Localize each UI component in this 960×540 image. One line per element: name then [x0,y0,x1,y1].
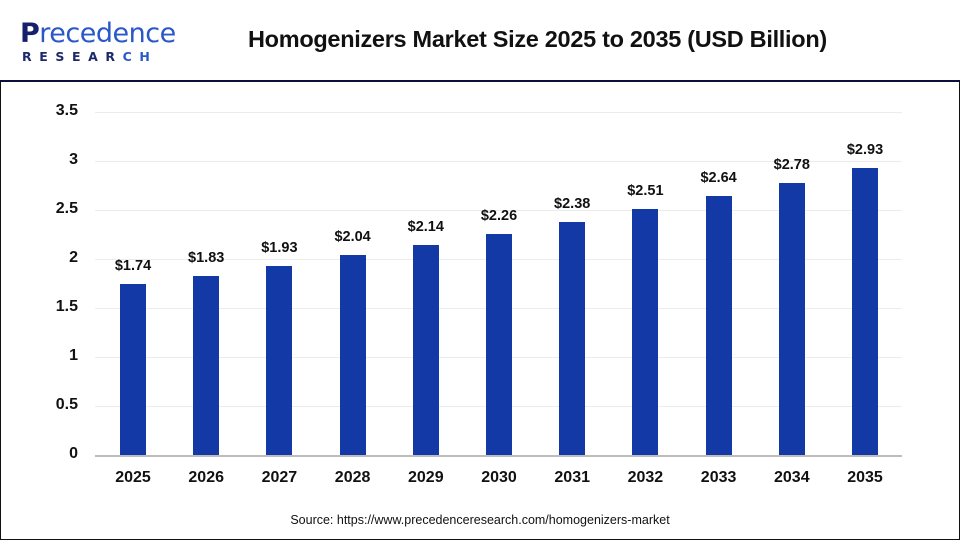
logo-subtitle: RESEARCH [22,49,157,64]
y-axis-tick-label: 0.5 [55,396,78,413]
logo-wordmark-rest: recedence [39,18,176,49]
x-axis-tick-label: 2031 [554,469,590,486]
bar-value-label: $1.93 [261,239,298,256]
logo-subtitle-accent: CH [122,49,158,64]
y-axis-tick-label: 3.5 [55,102,78,119]
x-axis-tick-label: 2035 [847,469,883,486]
bar-value-label: $2.51 [627,183,664,200]
x-axis-tick-label: 2034 [774,469,810,486]
y-axis-tick-label: 1.5 [55,298,78,315]
bar-value-label: $2.64 [700,170,737,187]
bar-chart: 0 0.5 1 1.5 2 2.5 3 3.5 $1.74 2025 $1.83 2026 $1.93 2… [0,82,960,502]
bar-2030 [486,233,512,455]
x-axis-tick-label: 2025 [115,469,151,486]
bar-2026 [193,275,220,455]
x-axis-tick-label: 2033 [700,469,737,486]
x-axis-tick-label: 2029 [408,469,444,486]
bar-2033 [705,196,732,455]
bar-2025 [120,284,146,455]
bar-value-label: $2.14 [407,219,444,236]
x-axis-tick-label: 2026 [188,469,224,486]
bar-2035 [852,167,878,455]
bar-value-label: $2.04 [334,229,371,246]
bar-2031 [559,221,586,455]
x-axis-tick-label: 2032 [627,469,664,486]
x-axis-line [95,455,902,457]
gridline [95,210,902,211]
x-axis-tick-label: 2028 [334,469,371,486]
logo-wordmark: Precedence [20,18,176,49]
bar-2028 [339,255,366,455]
bar-value-label: $2.93 [846,141,884,158]
bar-value-label: $2.38 [554,195,591,212]
y-axis-tick-label: 0 [69,445,78,462]
bar-value-label: $1.74 [114,258,152,275]
bar-value-label: $1.83 [188,249,225,266]
bar-value-label: $2.78 [773,156,810,173]
gridline [95,161,902,162]
y-axis-tick-label: 2 [69,249,78,266]
logo-subtitle-main: RESEAR [22,49,123,64]
header: Precedence RESEARCH Homogenizers Market … [0,0,960,82]
chart-title: Homogenizers Market Size 2025 to 2035 (U… [248,26,827,52]
bar-2032 [632,209,659,455]
bar-value-label: $2.26 [480,207,518,224]
y-axis-tick-label: 2.5 [55,200,78,217]
bar-2029 [412,245,439,455]
x-axis-tick-label: 2027 [261,469,298,486]
bar-2034 [778,182,805,455]
precedence-research-logo: Precedence RESEARCH [16,18,176,64]
y-axis-tick-label: 3 [69,151,78,168]
bar-2027 [266,265,293,455]
source-note: Source: https://www.precedenceresearch.c… [290,513,670,527]
gridline [95,112,902,113]
y-axis-tick-label: 1 [69,347,78,364]
x-axis-tick-label: 2030 [481,469,517,486]
logo-letter-p: P [20,18,40,49]
